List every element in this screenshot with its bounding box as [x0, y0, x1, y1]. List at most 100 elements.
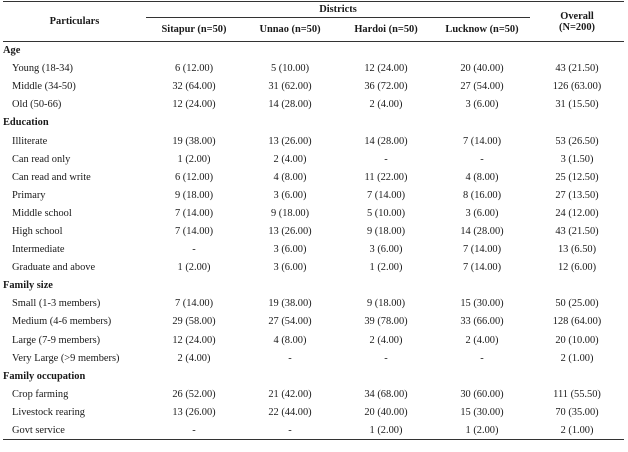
cell-value: 27 (54.00): [268, 316, 312, 328]
cell-value: 3 (6.00): [273, 262, 307, 274]
cell-overall: 128 (64.00): [552, 316, 602, 328]
cell-value: 3 (6.00): [465, 99, 499, 111]
row-label: Medium (4-6 members): [12, 316, 112, 328]
cell-value: 6 (12.00): [174, 171, 214, 183]
cell-value: 3 (6.00): [465, 207, 499, 219]
cell-value: 29 (58.00): [172, 316, 216, 328]
table-row: Primary 9 (18.00) 3 (6.00) 7 (14.00) 8 (16.0…: [3, 186, 624, 204]
cell-value: 3 (6.00): [273, 244, 307, 256]
cell-value: 7 (14.00): [462, 262, 502, 274]
cell-value: 2 (4.00): [273, 153, 307, 165]
cell-overall: 126 (63.00): [552, 81, 602, 93]
table-row: Old (50-66) 12 (24.00) 14 (28.00) 2 (4.00) 3…: [3, 96, 624, 114]
cell-overall: 50 (25.00): [555, 298, 599, 310]
cell-overall: 53 (26.50): [555, 135, 599, 147]
row-label: Graduate and above: [12, 262, 96, 274]
cell-overall: 70 (35.00): [555, 406, 599, 418]
cell-value: 7 (14.00): [174, 225, 214, 237]
cell-value: 9 (18.00): [366, 298, 406, 310]
cell-value: -: [480, 352, 484, 364]
table-row: Large (7-9 members) 12 (24.00) 4 (8.00) 2 (…: [3, 331, 624, 349]
header-district-hardoi: Hardoi (n=50): [338, 17, 434, 42]
row-label: Can read and write: [12, 171, 91, 183]
cell-overall: 3 (1.50): [560, 153, 594, 165]
row-label: Very Large (>9 members): [12, 352, 120, 364]
header-districts: Districts: [146, 1, 531, 18]
table-row: Livestock rearing 13 (26.00) 22 (44.00) 20 …: [3, 403, 624, 421]
cell-value: 7 (14.00): [462, 244, 502, 256]
cell-overall: 43 (21.50): [555, 225, 599, 237]
cell-value: 4 (8.00): [273, 334, 307, 346]
cell-value: -: [242, 421, 338, 441]
header-overall-line2: (N=200): [559, 21, 595, 33]
cell-value: 14 (28.00): [364, 135, 408, 147]
cell-value: 34 (68.00): [364, 388, 408, 400]
cell-overall: 31 (15.50): [555, 99, 599, 111]
header-overall-line1: Overall: [560, 10, 594, 22]
cell-overall: 2 (1.00): [560, 352, 594, 364]
row-label: Intermediate: [12, 244, 65, 256]
row-label: Middle (34-50): [12, 81, 76, 93]
cell-value: 26 (52.00): [172, 388, 216, 400]
cell-value: 5 (10.00): [366, 207, 406, 219]
table-row: Middle school 7 (14.00) 9 (18.00) 5 (10.00)…: [3, 204, 624, 222]
cell-value: 3 (6.00): [273, 189, 307, 201]
cell-value: 2 (4.00): [369, 334, 403, 346]
table-row: Illiterate 19 (38.00) 13 (26.00) 14 (28.00)…: [3, 132, 624, 150]
section-row: Family occupation: [3, 367, 624, 385]
cell-value: 7 (14.00): [366, 189, 406, 201]
cell-value: 1 (2.00): [369, 262, 403, 274]
row-label: Primary: [12, 189, 46, 201]
table-body: Age Young (18-34) 6 (12.00) 5 (10.00) 12 (24…: [3, 42, 625, 441]
cell-value: 14 (28.00): [460, 225, 504, 237]
section-title: Family occupation: [3, 370, 86, 382]
header-particulars: Particulars: [3, 1, 146, 42]
section-row: Education: [3, 114, 624, 132]
section-title: Family size: [3, 280, 53, 292]
cell-value: -: [146, 421, 242, 441]
cell-overall: 43 (21.50): [555, 63, 599, 75]
cell-overall: 25 (12.50): [555, 171, 599, 183]
cell-value: 20 (40.00): [364, 406, 408, 418]
row-label: Govt service: [3, 421, 146, 441]
row-label: Small (1-3 members): [12, 298, 101, 310]
cell-value: 14 (28.00): [268, 99, 312, 111]
cell-overall: 111 (55.50): [553, 388, 601, 400]
cell-value: 1 (2.00): [338, 421, 434, 441]
cell-value: 1 (2.00): [177, 153, 211, 165]
table-row: Graduate and above 1 (2.00) 3 (6.00) 1 (2.0…: [3, 259, 624, 277]
cell-value: 32 (64.00): [172, 81, 216, 93]
row-label: Crop farming: [12, 388, 69, 400]
cell-value: 6 (12.00): [174, 63, 214, 75]
row-label: High school: [12, 225, 63, 237]
cell-value: 19 (38.00): [172, 135, 216, 147]
section-title: Age: [3, 45, 21, 57]
cell-overall: 2 (1.00): [530, 421, 625, 441]
cell-value: 20 (40.00): [460, 63, 504, 75]
cell-value: 15 (30.00): [460, 406, 504, 418]
cell-value: 1 (2.00): [434, 421, 531, 441]
cell-value: 12 (24.00): [172, 334, 216, 346]
header-district-sitapur: Sitapur (n=50): [146, 17, 242, 42]
cell-value: 15 (30.00): [460, 298, 504, 310]
cell-value: 7 (14.00): [174, 298, 214, 310]
cell-value: 13 (26.00): [172, 406, 216, 418]
cell-value: 21 (42.00): [268, 388, 312, 400]
table-row: Medium (4-6 members) 29 (58.00) 27 (54.00)…: [3, 313, 624, 331]
cell-value: 1 (2.00): [177, 262, 211, 274]
cell-value: 2 (4.00): [177, 352, 211, 364]
cell-value: 27 (54.00): [460, 81, 504, 93]
cell-value: 5 (10.00): [270, 63, 310, 75]
cell-value: 9 (18.00): [270, 207, 310, 219]
cell-value: 9 (18.00): [174, 189, 214, 201]
cell-value: 31 (62.00): [268, 81, 312, 93]
cell-value: -: [192, 244, 196, 256]
row-label: Middle school: [12, 207, 72, 219]
table-row: Govt service - -1 (2.00) 1 (2.00) 2 (1.00): [3, 421, 625, 441]
row-label: Young (18-34): [12, 63, 74, 75]
table-row: Can read and write 6 (12.00) 4 (8.00) 11 (2…: [3, 168, 624, 186]
cell-overall: 20 (10.00): [555, 334, 599, 346]
cell-value: 2 (4.00): [369, 99, 403, 111]
cell-value: -: [480, 153, 484, 165]
